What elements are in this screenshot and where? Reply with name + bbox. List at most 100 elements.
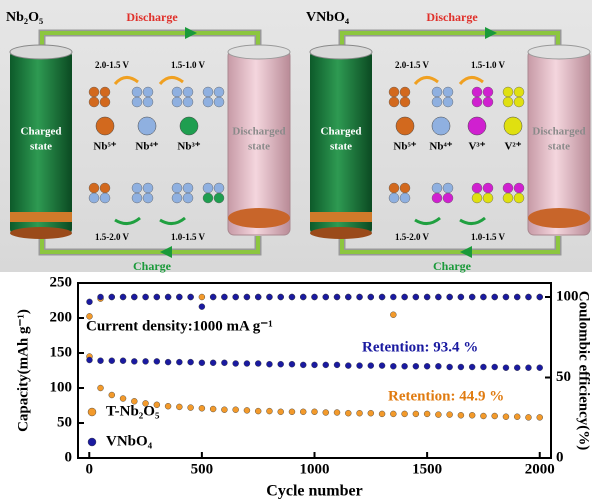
data-point [367,410,375,417]
ion-ball [182,86,194,98]
data-point [108,391,115,399]
ion-ball [471,192,483,204]
ion-ball [213,192,225,204]
voltage-label: 2.0-1.5 V [95,60,130,70]
battery-cap [9,44,73,60]
data-point [221,293,228,301]
arrow-head [460,246,472,258]
ion-label: Nb³⁺ [177,141,200,153]
ion-ball [213,96,225,108]
data-point [502,364,510,371]
data-point [119,357,127,364]
data-point [266,407,273,415]
ion-ball [502,192,514,204]
data-point [108,357,115,364]
data-point [412,410,420,418]
plot-frame [77,282,552,459]
data-point [412,363,420,370]
data-point [356,362,363,369]
data-point [333,409,341,416]
transition-arrow [414,216,441,225]
data-point [423,410,431,418]
x-tick-label: 1500 [412,461,442,477]
y-tick-label: 50 [57,414,72,430]
data-point [390,293,397,301]
legend-label: T-Nb₂O₅ [106,403,160,419]
x-axis-label: Cycle number [266,483,362,500]
ion-ball [513,192,525,204]
data-point [502,413,510,420]
ion-ball [399,192,411,204]
ion-ball [482,182,494,194]
ion-ball [431,192,443,204]
data-point [254,293,262,301]
data-point [164,358,172,366]
discharged-state-label: Discharged [532,126,585,138]
transition-arrow [458,76,484,86]
data-point [468,293,476,301]
ion-ball [202,86,214,98]
data-point [97,384,104,392]
battery-panel: VNbO₄ Discharge Charge Charged state Discharg… [306,10,591,273]
transition-arrow [113,76,139,86]
ion-ball [202,96,214,108]
data-point [401,363,408,370]
annotation: Current density:1000 mA g⁻¹ [86,318,273,334]
data-point [525,364,532,371]
data-point [142,358,149,365]
battery-base [310,212,372,222]
data-point [333,361,341,369]
ion-label: V²⁺ [504,141,521,153]
transition-arrow [159,216,186,225]
discharge-label: Discharge [126,10,178,24]
data-point [367,362,375,369]
ion-ball [142,192,154,204]
data-point [468,363,476,371]
ion-ball [442,182,454,194]
data-point [119,395,127,402]
charged-state-label: Charged [321,126,362,138]
annotation: Retention: 93.4 % [362,339,478,355]
ion-ball [482,86,494,98]
y2-axis-label: Coulombic efficiency(%) [576,291,592,451]
battery-base [10,212,72,222]
ion-ball [202,192,214,204]
data-point [86,298,93,306]
ion-ball [442,86,454,98]
data-point [277,408,284,415]
data-point [243,293,251,301]
ion-ball [513,96,525,108]
y2-tick-label: 0 [556,449,564,465]
ion-ball [142,96,154,108]
data-point [345,293,352,301]
data-point [266,361,273,368]
ion-ball [88,182,100,194]
ion-ball [202,182,214,194]
charged-state-label: Charged [21,126,62,138]
transition-arrow [114,216,141,225]
y2-tick-label: 100 [556,288,579,304]
charged-state-label: state [330,141,352,153]
ion-ball [431,86,443,98]
data-point [131,398,138,405]
x-tick-label: 2000 [525,461,555,477]
discharge-label: Discharge [426,10,478,24]
data-point [446,363,453,371]
legend-label: VNbO₄ [106,433,153,449]
data-point [514,364,521,371]
ion-label: Nb⁵⁺ [393,141,416,153]
data-point [153,358,161,365]
data-point [243,360,251,367]
ion-ball [431,182,443,194]
ion-ball [442,96,454,108]
data-point [243,407,251,414]
ion-ball [399,182,411,194]
ion-ball [502,182,514,194]
data-point [322,409,329,416]
ion-label: Nb⁵⁺ [93,141,116,153]
ion-ball [388,182,400,194]
ion-ball [399,96,411,108]
voltage-label: 1.5-2.0 V [395,232,430,242]
data-point [311,361,318,369]
data-point [108,293,115,301]
